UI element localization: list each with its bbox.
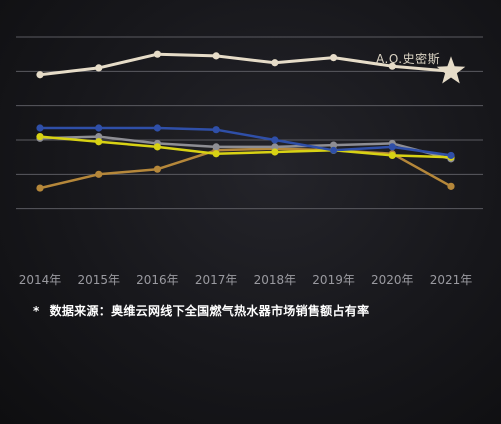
data-point	[212, 150, 220, 158]
data-point	[36, 184, 44, 192]
data-point	[153, 143, 162, 151]
x-tick-label: 2014年	[19, 273, 62, 287]
data-point	[153, 124, 162, 132]
data-point	[271, 143, 279, 151]
x-tick-label: 2020年	[371, 273, 414, 287]
x-tick-label: 2019年	[312, 273, 355, 287]
data-point	[36, 132, 44, 141]
footnote-asterisk: *	[33, 304, 40, 318]
data-point	[212, 126, 220, 134]
data-point	[329, 141, 338, 149]
series-label-ao-smith: A.O.史密斯	[376, 52, 441, 66]
data-point	[36, 124, 44, 132]
series-line	[38, 52, 453, 77]
data-point	[271, 59, 279, 67]
data-point	[95, 138, 103, 146]
data-point	[153, 50, 162, 58]
source-note: * 数据来源：奥维云网线下全国燃气热水器市场销售额占有率	[33, 302, 369, 319]
series-markers	[36, 50, 466, 192]
data-point	[212, 143, 220, 151]
data-point	[36, 71, 44, 79]
x-tick-label: 2017年	[195, 273, 238, 287]
data-point	[95, 64, 103, 72]
data-point	[95, 132, 103, 141]
data-point	[329, 54, 338, 62]
data-point	[447, 182, 455, 190]
x-tick-label: 2018年	[254, 273, 297, 287]
source-note-text: 数据来源：奥维云网线下全国燃气热水器市场销售额占有率	[49, 304, 370, 318]
data-point	[95, 170, 103, 178]
data-point	[329, 146, 338, 154]
data-point	[153, 165, 162, 173]
series-line	[38, 147, 453, 190]
data-point	[95, 124, 103, 132]
series-line	[38, 135, 453, 159]
data-point	[388, 151, 396, 160]
data-point	[388, 62, 396, 70]
data-point	[271, 136, 279, 144]
data-point	[447, 151, 455, 160]
x-axis-ticks: 2014年 2015年 2016年 2017年 2018年 2019年 2020年 2021年	[19, 273, 473, 287]
x-tick-label: 2016年	[136, 273, 179, 287]
data-point	[212, 52, 220, 60]
data-point	[271, 148, 279, 156]
series-line	[38, 126, 453, 157]
star-marker	[436, 56, 466, 84]
data-point	[388, 143, 396, 151]
series-line	[38, 135, 453, 161]
x-tick-label: 2021年	[430, 273, 473, 287]
series-lines	[38, 52, 453, 190]
x-tick-label: 2015年	[77, 273, 120, 287]
